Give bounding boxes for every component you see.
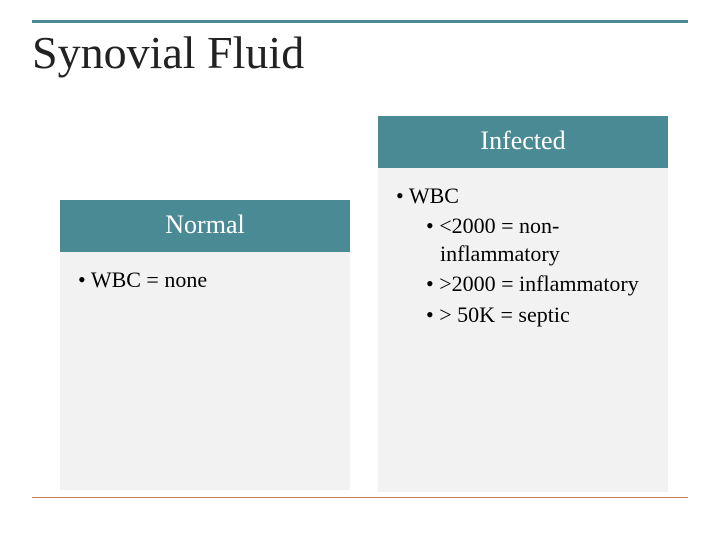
slide-title: Synovial Fluid — [32, 26, 304, 79]
title-rule — [32, 20, 688, 23]
list-item: WBC = none — [74, 266, 338, 294]
bottom-rule — [32, 497, 688, 498]
panel-infected-header: Infected — [378, 116, 668, 168]
panel-normal-header: Normal — [60, 200, 350, 252]
panel-infected: Infected WBC <2000 = non-inflammatory >2… — [378, 116, 668, 492]
list-item: WBC — [392, 182, 656, 210]
list-item: <2000 = non-inflammatory — [392, 212, 656, 268]
list-item: >2000 = inflammatory — [392, 270, 656, 298]
panel-normal-body: WBC = none — [60, 252, 350, 308]
panel-normal: Normal WBC = none — [60, 200, 350, 490]
list-item: > 50K = septic — [392, 301, 656, 329]
panel-infected-body: WBC <2000 = non-inflammatory >2000 = inf… — [378, 168, 668, 343]
